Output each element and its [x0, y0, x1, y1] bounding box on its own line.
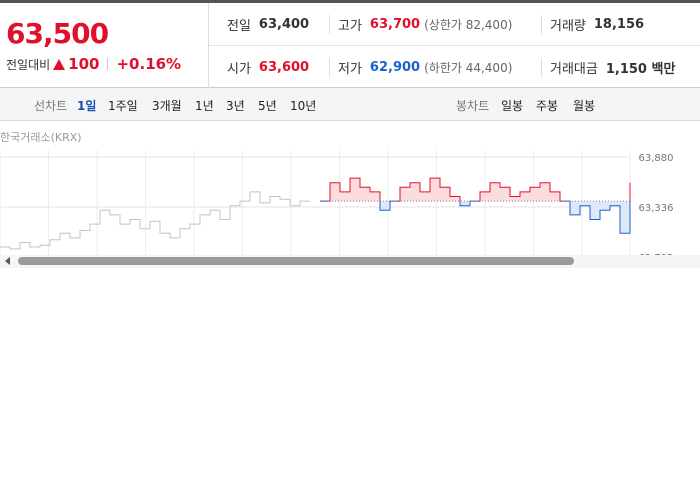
change-label: 전일대비 [6, 57, 51, 72]
candle-tab[interactable]: 일봉 [501, 99, 524, 113]
stat-label: 시가 [227, 61, 251, 77]
stats-row: 전일 63,400 고가 63,700 (상한가 82,400) 거래량 18,156 [209, 3, 700, 46]
period-tab[interactable]: 10년 [290, 99, 317, 113]
stats-row: 시가 63,600 저가 62,900 (하한가 44,400) 거래대금 1,150 백만 [209, 46, 700, 88]
summary-panel: 63,500 전일대비 100 +0.16% 전일 63,400 고가 63,700(… [0, 0, 700, 88]
y-tick-label: 63,336 [639, 203, 674, 214]
period-tab[interactable]: 3년 [226, 99, 245, 113]
tab-group-label: 선차트 [34, 99, 68, 113]
candle-tab[interactable]: 주봉 [536, 99, 559, 113]
stat-value: 63,700 [369, 16, 421, 32]
stat-note: (하한가 44,400) [424, 60, 513, 75]
period-tab[interactable]: 1년 [195, 99, 214, 113]
source-label: 한국거래소(KRX) [0, 131, 82, 144]
stat-value: 62,900 [369, 59, 421, 75]
price-box: 63,500 전일대비 100 +0.16% [0, 3, 209, 88]
period-tab[interactable]: 3개월 [152, 99, 182, 113]
stat-label: 거래대금 [550, 61, 598, 77]
price-line [0, 191, 310, 250]
separator [107, 58, 109, 70]
stat-label: 고가 [338, 18, 362, 34]
stat-label: 전일 [227, 18, 251, 34]
change-rate: +0.16% [116, 55, 182, 73]
current-price: 63,500 [6, 17, 109, 50]
up-triangle [53, 58, 66, 70]
stat-label: 저가 [338, 61, 362, 77]
stat-cell: 전일 63,400 [227, 15, 309, 34]
stat-value: 1,150 백만 [605, 61, 676, 77]
y-tick-label: 63,880 [639, 153, 674, 164]
candle-tab[interactable]: 월봉 [573, 99, 596, 113]
stat-cell: 거래량 18,156 [541, 14, 645, 34]
change-row: 전일대비 100 +0.16% [6, 55, 181, 73]
stat-cell: 거래대금 1,150 백만 [541, 57, 676, 77]
stat-value: 18,156 [593, 16, 645, 32]
stat-cell: 시가 63,600 [227, 58, 309, 77]
scroll-thumb [18, 257, 574, 265]
stat-value: 63,400 [258, 16, 310, 32]
period-tab[interactable]: 5년 [258, 99, 277, 113]
stat-cell: 고가 63,700 (상한가 82,400) [329, 14, 513, 34]
price-line [320, 177, 631, 234]
change-value: 100 [68, 55, 100, 73]
stat-cell: 저가 62,900 (하한가 44,400) [329, 57, 513, 77]
period-tab[interactable]: 1일 [77, 99, 97, 113]
scroll-left [5, 257, 10, 265]
stats-grid: 전일 63,400 고가 63,700 (상한가 82,400) 거래량 18,156 시가 6… [209, 3, 700, 88]
stat-label: 거래량 [550, 18, 586, 34]
stat-note: (상한가 82,400) [424, 17, 513, 32]
period-tabs: 선차트 1일 1주일 3개월 1년 3년 5년 10년 봉차트 일봉 주봉 월봉 [0, 88, 700, 121]
tab-group-label: 봉차트 [456, 99, 490, 113]
period-tab[interactable]: 1주일 [108, 99, 138, 113]
stat-value: 63,600 [258, 59, 310, 75]
